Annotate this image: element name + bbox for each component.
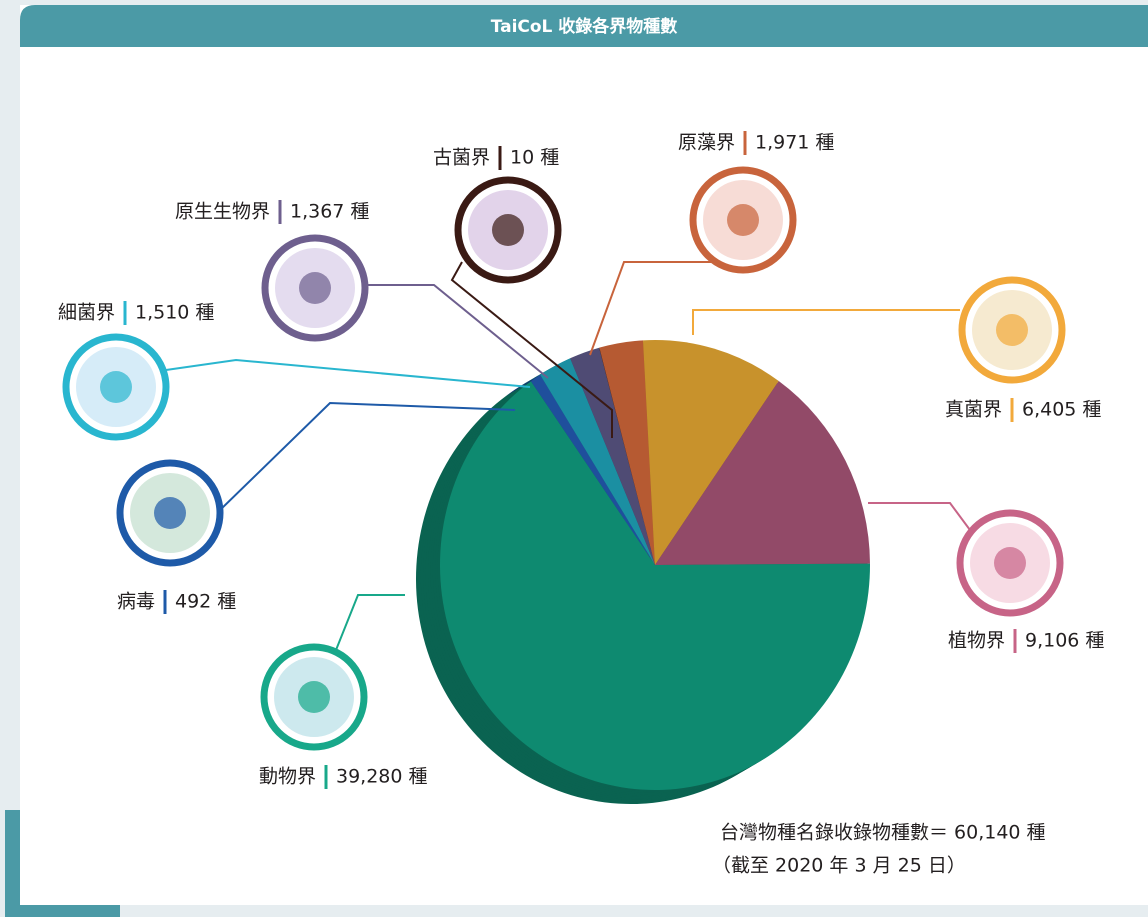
annotation: （截至 2020 年 3 月 25 日） [712,855,966,877]
category-label: 原生生物界 [175,201,270,223]
icon-motif [154,497,186,529]
value-label: 492 種 [175,591,236,613]
chart: TaiCoL 收錄各界物種數 台灣物種名錄收錄物種數＝ 60,140 種 （截至… [0,0,1148,917]
value-label: 6,405 種 [1022,399,1101,421]
icon-motif [994,547,1026,579]
category-label: 原藻界 [678,132,735,154]
value-label: 1,971 種 [755,132,834,154]
value-label: 39,280 種 [336,766,428,788]
category-label: 病毒 [117,591,155,613]
category-label: 植物界 [948,630,1005,652]
icon-motif [100,371,132,403]
category-label: 動物界 [259,766,316,788]
icon-motif [299,272,331,304]
value-label: 1,367 種 [290,201,369,223]
annotation: 台灣物種名錄收錄物種數＝ 60,140 種 [720,822,1046,844]
value-label: 10 種 [510,147,559,169]
category-label: 細菌界 [58,302,115,324]
page: TaiCoL 收錄各界物種數 台灣物種名錄收錄物種數＝ 60,140 種 （截至… [0,0,1148,917]
icon-motif [727,204,759,236]
category-label: 古菌界 [433,147,490,169]
icon-motif [996,314,1028,346]
category-label: 真菌界 [945,399,1002,421]
value-label: 1,510 種 [135,302,214,324]
chart-title: TaiCoL 收錄各界物種數 [491,16,678,37]
value-label: 9,106 種 [1025,630,1104,652]
icon-motif [492,214,524,246]
icon-motif [298,681,330,713]
